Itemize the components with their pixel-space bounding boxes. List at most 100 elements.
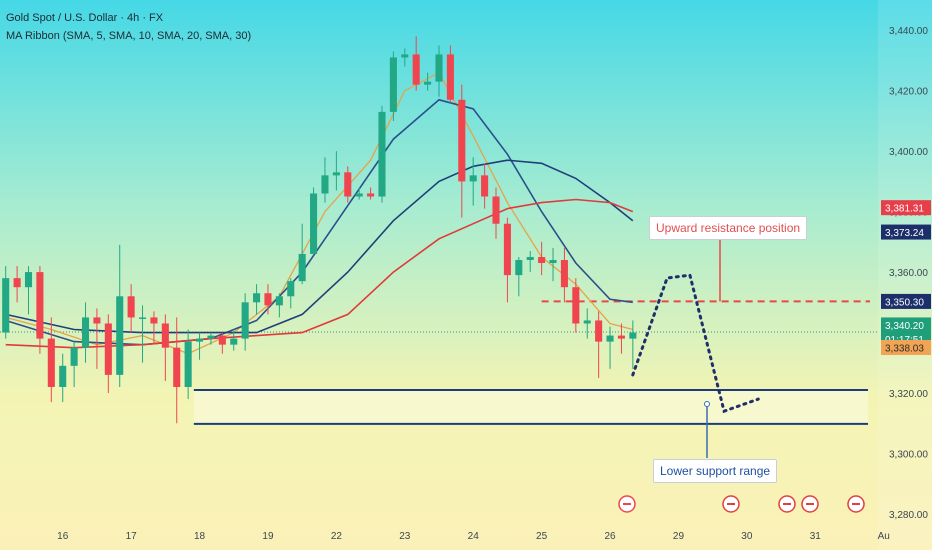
support-annotation: Lower support range <box>653 459 778 483</box>
candle <box>526 250 534 273</box>
candle <box>184 329 192 400</box>
candle <box>401 48 409 67</box>
y-tick-label: 3,280.00 <box>889 510 928 521</box>
candle-body <box>538 256 546 264</box>
candle-body <box>150 317 158 324</box>
candle-body <box>344 172 352 197</box>
candle <box>70 341 78 387</box>
candle-body <box>401 54 409 58</box>
projected-path <box>631 273 760 414</box>
candle-body <box>241 302 249 339</box>
candle-body <box>355 193 363 197</box>
candle-body <box>161 323 169 348</box>
candle-body <box>503 223 511 276</box>
candle <box>173 317 181 424</box>
candle-body <box>424 81 432 85</box>
candle <box>2 266 10 339</box>
candle-body <box>412 54 420 85</box>
y-tick-label: 3,320.00 <box>889 389 928 400</box>
candle-body <box>184 341 192 387</box>
price-badge-label: 3,350.30 <box>885 297 924 308</box>
price-badge-label: 3,340.20 <box>885 321 924 332</box>
candle-body <box>24 272 33 288</box>
candle <box>218 332 226 354</box>
candle-body <box>481 175 489 197</box>
x-tick-label: 31 <box>810 531 822 542</box>
candle <box>104 314 112 394</box>
candle-body <box>104 323 112 375</box>
x-tick-label: 17 <box>126 531 138 542</box>
candle-body <box>2 278 10 333</box>
candle-body <box>138 317 147 319</box>
candle-body <box>378 111 386 197</box>
candle-body <box>435 54 443 82</box>
candle <box>161 314 169 381</box>
candle <box>253 284 261 315</box>
candle-body <box>127 296 135 318</box>
candle <box>617 323 625 354</box>
candle <box>93 308 101 369</box>
candle-body <box>59 365 67 387</box>
candle-body <box>253 293 261 303</box>
resistance-annotation: Upward resistance position <box>649 216 808 240</box>
candle <box>412 36 420 91</box>
candle <box>458 84 466 218</box>
price-badge <box>881 224 931 240</box>
candle <box>583 308 591 339</box>
y-tick-label: 3,300.00 <box>889 449 928 460</box>
ma-line <box>5 71 633 355</box>
candle-body <box>275 296 283 306</box>
y-tick-label: 3,400.00 <box>889 147 928 158</box>
candle <box>230 329 238 351</box>
price-axis-bg <box>878 0 932 550</box>
candle-body <box>81 317 90 348</box>
candle-body <box>595 320 603 342</box>
candle <box>481 163 489 209</box>
x-tick-label: 18 <box>194 531 206 542</box>
price-badge <box>881 340 931 356</box>
candle <box>264 284 272 315</box>
price-badge <box>881 200 931 216</box>
candle-body <box>218 335 226 345</box>
candle-body <box>515 260 523 276</box>
candle <box>310 187 318 254</box>
candle <box>446 45 454 103</box>
candle <box>207 332 215 345</box>
candle <box>298 223 306 285</box>
candle <box>424 72 432 91</box>
candle <box>355 187 363 200</box>
candle <box>549 247 557 282</box>
candle-body <box>298 253 306 282</box>
candle-body <box>629 332 637 339</box>
candle <box>24 266 33 315</box>
y-tick-label: 3,360.00 <box>889 268 928 279</box>
indicator-label: MA Ribbon (SMA, 5, SMA, 10, SMA, 20, SMA… <box>6 30 252 42</box>
candle <box>367 187 375 200</box>
candle <box>560 247 568 303</box>
candle-body <box>321 175 329 194</box>
candle-body <box>446 54 454 100</box>
candle-body <box>36 272 44 339</box>
candle <box>503 217 511 303</box>
candle-body <box>173 347 181 387</box>
candle <box>435 45 443 97</box>
candle <box>241 293 249 351</box>
candle-body <box>617 335 625 339</box>
x-tick-label: 23 <box>399 531 411 542</box>
price-badge-label: 3,373.24 <box>885 228 924 239</box>
candle <box>47 317 55 403</box>
candle-body <box>13 278 21 288</box>
candle <box>196 332 204 360</box>
x-tick-label: 29 <box>673 531 685 542</box>
y-tick-label: 3,440.00 <box>889 26 928 37</box>
x-tick-label: 24 <box>468 531 480 542</box>
candle <box>378 105 386 203</box>
candle-body <box>367 193 375 197</box>
candle-body <box>469 175 477 182</box>
candle-body <box>70 347 78 366</box>
candle <box>287 278 295 309</box>
candle-body <box>287 281 295 297</box>
x-tick-label: 26 <box>604 531 616 542</box>
